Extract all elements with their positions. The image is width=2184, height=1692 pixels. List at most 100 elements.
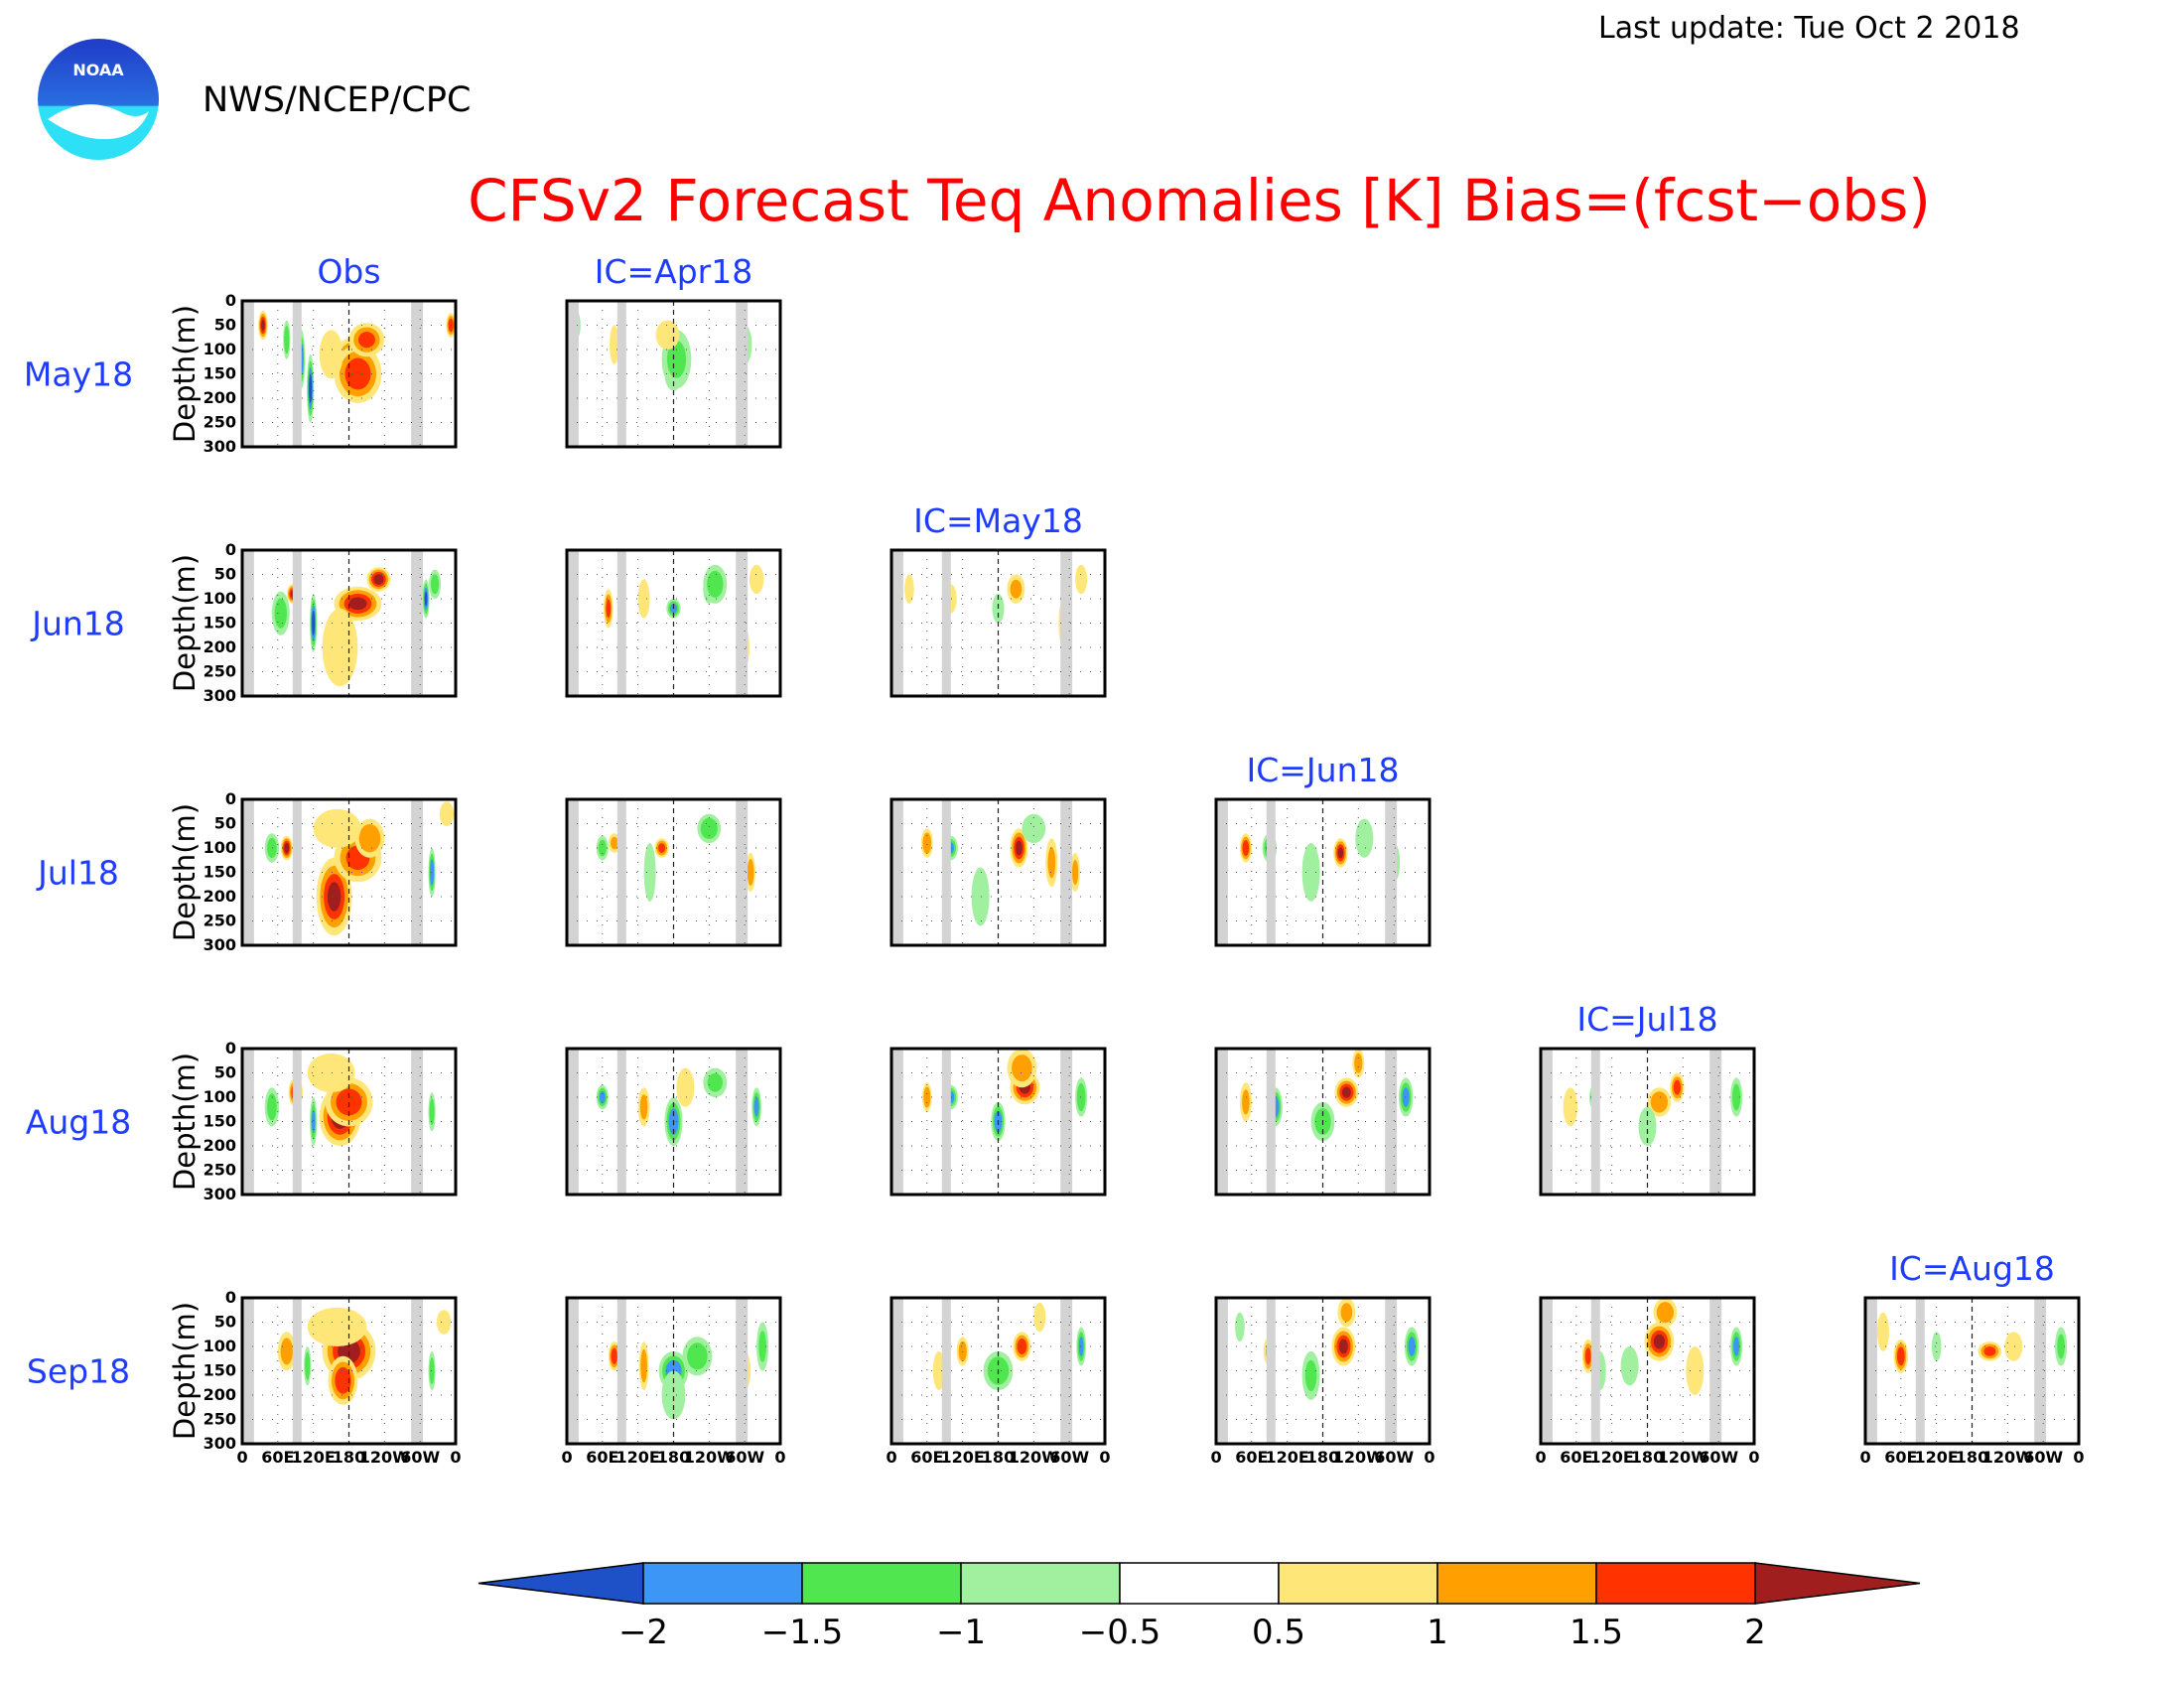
anomaly-contour xyxy=(922,832,932,854)
x-tick-label: 120E xyxy=(941,1448,985,1467)
x-tick-label: 60W xyxy=(400,1448,440,1467)
missing-data-band xyxy=(616,550,626,696)
y-tick-label: 250 xyxy=(204,1410,236,1429)
legend-swatch xyxy=(1119,1562,1280,1605)
y-tick-label: 0 xyxy=(225,1288,236,1307)
missing-data-band xyxy=(411,550,424,696)
noaa-logo-text: NOAA xyxy=(72,61,124,79)
legend-tick-label: −1 xyxy=(936,1613,986,1652)
missing-data-band xyxy=(567,799,579,945)
panel-frame xyxy=(1539,1047,1756,1197)
legend-swatch xyxy=(642,1562,803,1605)
x-tick-label: 60E xyxy=(1235,1448,1268,1467)
y-tick-label: 0 xyxy=(225,291,236,310)
panel-frame xyxy=(1214,1047,1432,1197)
x-tick-label: 0 xyxy=(1099,1448,1110,1467)
anomaly-contour xyxy=(430,859,435,886)
y-tick-label: 150 xyxy=(204,1361,236,1380)
anomaly-contour xyxy=(2004,1332,2023,1361)
x-tick-label: 0 xyxy=(1424,1448,1434,1467)
anomaly-contour xyxy=(1355,818,1374,858)
y-tick-label: 200 xyxy=(204,1136,236,1155)
anomaly-contour xyxy=(637,579,650,619)
anomaly-contour xyxy=(758,1331,766,1362)
y-tick-label: 300 xyxy=(204,935,236,954)
anomaly-contour xyxy=(1338,1339,1348,1354)
missing-data-band xyxy=(1060,1049,1073,1195)
y-tick-label: 250 xyxy=(204,413,236,432)
missing-data-band xyxy=(1060,550,1073,696)
anomaly-contour xyxy=(747,859,754,886)
missing-data-band xyxy=(1541,1298,1553,1444)
panel-frame xyxy=(240,548,458,698)
missing-data-band xyxy=(567,1298,579,1444)
missing-data-band xyxy=(1541,1049,1553,1195)
y-axis-label: Depth(m) xyxy=(168,1053,202,1191)
y-tick-label: 150 xyxy=(204,1112,236,1131)
anomaly-contour xyxy=(436,1310,452,1335)
panel-frame xyxy=(1214,797,1432,947)
anomaly-contour xyxy=(1620,1346,1639,1386)
x-tick-label: 60E xyxy=(1560,1448,1592,1467)
panel-ic-apr18-jul18 xyxy=(565,797,782,947)
missing-data-band xyxy=(891,550,903,696)
anomaly-contour xyxy=(1341,1086,1351,1098)
y-tick-label: 0 xyxy=(225,540,236,559)
missing-data-band xyxy=(292,799,302,945)
x-tick-label: 120E xyxy=(616,1448,660,1467)
anomaly-contour xyxy=(1931,1332,1942,1361)
panel-frame xyxy=(889,1296,1107,1446)
anomaly-contour xyxy=(307,1053,355,1093)
anomaly-contour xyxy=(1876,1312,1889,1351)
missing-data-band xyxy=(242,1049,254,1195)
x-tick-label: 0 xyxy=(774,1448,785,1467)
column-header-obs: Obs xyxy=(317,252,380,291)
panel-frame xyxy=(565,1296,782,1446)
x-tick-label: 60W xyxy=(1374,1448,1414,1467)
x-tick-label: 120W xyxy=(1658,1448,1708,1467)
panel-frame xyxy=(889,1047,1107,1197)
missing-data-band xyxy=(411,301,424,447)
x-tick-label: 120E xyxy=(1266,1448,1309,1467)
anomaly-contour xyxy=(639,1094,648,1120)
anomaly-contour xyxy=(753,1097,759,1117)
x-tick-label: 0 xyxy=(236,1448,247,1467)
missing-data-band xyxy=(1266,1049,1276,1195)
y-tick-label: 250 xyxy=(204,912,236,930)
anomaly-contour xyxy=(1337,847,1344,859)
anomaly-contour xyxy=(1304,1359,1317,1392)
column-header-ic-aug18: IC=Aug18 xyxy=(1889,1249,2055,1288)
legend-tick-label: −1.5 xyxy=(761,1613,844,1652)
missing-data-band xyxy=(736,301,749,447)
anomaly-contour xyxy=(1733,1337,1740,1356)
legend-swatch xyxy=(1278,1562,1438,1605)
anomaly-contour xyxy=(1638,1106,1657,1146)
anomaly-contour xyxy=(1584,1347,1591,1365)
missing-data-band xyxy=(567,301,579,447)
anomaly-contour xyxy=(1653,1334,1665,1349)
x-tick-label: 120E xyxy=(1590,1448,1634,1467)
panel-frame xyxy=(1214,1296,1432,1446)
x-tick-label: 120W xyxy=(1009,1448,1059,1467)
x-tick-label: 180 xyxy=(982,1448,1015,1467)
x-tick-label: 120E xyxy=(292,1448,336,1467)
anomaly-contour xyxy=(700,817,718,839)
missing-data-band xyxy=(292,550,302,696)
anomaly-contour xyxy=(373,574,384,585)
noaa-logo-bird xyxy=(48,104,149,140)
anomaly-contour xyxy=(313,808,361,848)
anomaly-contour xyxy=(274,598,287,629)
anomaly-contour xyxy=(904,574,914,604)
missing-data-band xyxy=(616,799,626,945)
x-tick-label: 0 xyxy=(561,1448,572,1467)
anomaly-contour xyxy=(1078,1337,1084,1356)
anomaly-contour xyxy=(1235,1312,1245,1342)
missing-data-band xyxy=(1266,1298,1276,1444)
missing-data-band xyxy=(292,1049,302,1195)
color-legend: −2 −1.5 −1 −0.5 0.5 1 1.5 2 xyxy=(478,1562,1921,1652)
missing-data-band xyxy=(242,1298,254,1444)
missing-data-band xyxy=(411,1049,424,1195)
